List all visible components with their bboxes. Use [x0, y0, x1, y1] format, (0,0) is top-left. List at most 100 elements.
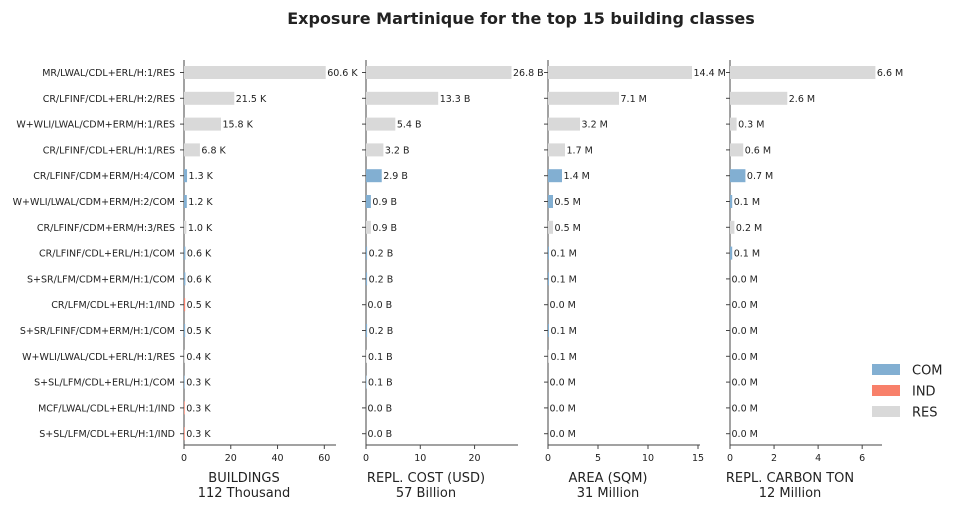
data-label: 0.6 M: [745, 145, 771, 156]
bar: [730, 195, 733, 208]
bar: [184, 375, 185, 389]
data-label: 2.9 B: [383, 171, 408, 182]
legend-swatch: [872, 385, 900, 396]
x-tick-label: 6: [859, 453, 865, 464]
bar: [184, 246, 186, 260]
data-label: 0.1 M: [551, 352, 577, 363]
data-label: 0.1 B: [368, 378, 393, 389]
bar: [730, 66, 876, 79]
data-label: 0.1 M: [551, 326, 577, 337]
data-label: 0.0 M: [550, 300, 576, 311]
bar: [366, 349, 367, 363]
bar: [730, 91, 788, 105]
data-label: 21.5 K: [236, 94, 267, 105]
data-label: 0.0 B: [368, 403, 393, 414]
data-label: 0.3 K: [186, 403, 211, 414]
x-tick-label: 15: [692, 453, 704, 464]
data-label: 0.0 B: [368, 429, 393, 440]
data-label: 13.3 B: [440, 94, 471, 105]
data-label: 2.6 M: [789, 94, 815, 105]
bar: [366, 246, 368, 260]
data-label: 7.1 M: [621, 94, 647, 105]
bar: [366, 272, 368, 286]
x-axis-label: REPL. COST (USD): [367, 471, 485, 486]
data-label: 6.6 M: [877, 68, 903, 79]
category-label: S+SR/LFINF/CDM+ERM/H:1/COM: [20, 326, 175, 337]
data-label: 0.2 B: [369, 274, 394, 285]
data-label: 0.9 B: [372, 197, 397, 208]
data-label: 0.1 M: [551, 274, 577, 285]
bar: [366, 324, 368, 337]
bar: [730, 143, 744, 157]
x-tick-label: 0: [545, 453, 551, 464]
data-label: 0.9 B: [372, 223, 397, 234]
bar: [548, 91, 619, 105]
data-label: 0.4 K: [186, 352, 211, 363]
category-label: CR/LFINF/CDM+ERM/H:3/RES: [37, 223, 175, 234]
data-label: 0.1 B: [368, 352, 393, 363]
bar: [730, 246, 733, 260]
data-label: 1.0 K: [188, 223, 213, 234]
category-label: CR/LFINF/CDL+ERL/H:1/COM: [39, 249, 175, 260]
bar: [366, 66, 512, 79]
bar: [366, 91, 439, 105]
bar: [548, 220, 553, 234]
x-tick-label: 20: [469, 453, 481, 464]
bar: [548, 349, 549, 363]
x-tick-label: 0: [727, 453, 733, 464]
category-label: S+SR/LFM/CDM+ERM/H:1/COM: [27, 274, 175, 285]
data-label: 3.2 M: [582, 120, 608, 131]
bar: [548, 143, 565, 157]
bar: [184, 324, 186, 337]
panels-group: 6 0.6 K MR/LWAL/CDL+ERL/H:1/RES 21.5 K CR/LF…: [13, 60, 903, 501]
legend-label: RES: [912, 406, 938, 421]
data-label: 0.0 M: [550, 403, 576, 414]
data-label: 3.2 B: [385, 145, 410, 156]
data-label: 0.3 M: [738, 120, 764, 131]
legend-swatch: [872, 364, 900, 375]
category-label: CR/LFINF/CDL+ERL/H:1/RES: [43, 145, 175, 156]
data-label: 0.6 K: [187, 249, 212, 260]
bar: [366, 375, 367, 389]
data-label: 0.1 M: [551, 249, 577, 260]
legend-swatch: [872, 406, 900, 417]
panel-3: 14.4 M 7.1 M 3.2 M 1.7 M 1.4 M 0.5 M 0.5 M 0.1 …: [544, 60, 726, 501]
category-label: W+WLI/LWAL/CDM+ERM/H:2/COM: [13, 197, 175, 208]
bar: [184, 272, 186, 286]
data-label: 0.5 M: [555, 197, 581, 208]
data-label: 14.4 M: [694, 68, 726, 79]
x-tick-label: 60: [318, 453, 330, 464]
data-label: 0.5 K: [187, 326, 212, 337]
bar: [548, 195, 553, 208]
data-label: 5.4 B: [397, 120, 422, 131]
data-label: 0.3 K: [186, 429, 211, 440]
category-label: CR/LFINF/CDM+ERM/H:4/COM: [33, 171, 175, 182]
category-label: W+WLI/LWAL/CDM+ERM/H:1/RES: [16, 120, 175, 131]
data-label: 0.0 M: [732, 274, 758, 285]
bar: [548, 66, 692, 79]
data-label: 0.0 M: [732, 352, 758, 363]
x-tick-label: 10: [414, 453, 426, 464]
category-label: MCF/LWAL/CDL+ERL/H:1/IND: [38, 403, 175, 414]
data-label: 0.6 K: [187, 274, 212, 285]
panel-4: 6.6 M 2.6 M 0.3 M 0.6 M 0.7 M 0.1 M 0.2 M 0.1 M…: [726, 60, 903, 501]
bar: [184, 427, 185, 441]
category-label: S+SL/LFM/CDL+ERL/H:1/COM: [34, 378, 175, 389]
x-axis-label: BUILDINGS: [208, 471, 279, 486]
data-label: 15.8 K: [222, 120, 253, 131]
bar: [366, 117, 396, 131]
x-tick-label: 0: [363, 453, 369, 464]
bar: [548, 117, 580, 131]
data-label: 6.8 K: [201, 145, 226, 156]
bar: [184, 349, 185, 363]
data-label: 0.1 M: [734, 197, 760, 208]
data-label: 0.0 M: [732, 429, 758, 440]
chart-title: Exposure Martinique for the top 15 build…: [287, 9, 755, 28]
data-label: 0.3 K: [186, 378, 211, 389]
category-label: CR/LFM/CDL+ERL/H:1/IND: [51, 300, 175, 311]
x-tick-label: 0: [181, 453, 187, 464]
x-tick-label: 40: [271, 453, 283, 464]
bar: [366, 220, 371, 234]
category-label: MR/LWAL/CDL+ERL/H:1/RES: [42, 68, 175, 79]
